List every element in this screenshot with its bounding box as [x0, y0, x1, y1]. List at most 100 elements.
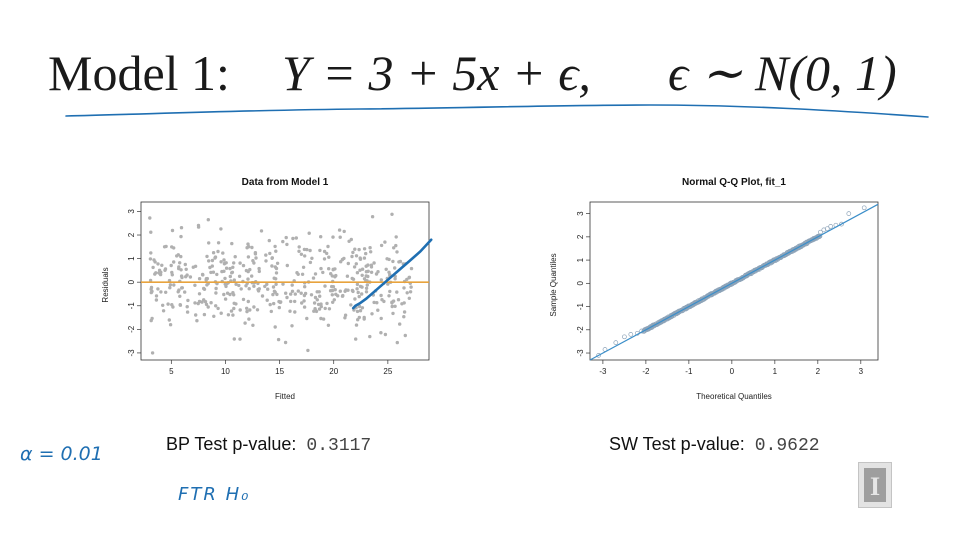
residual-point: [229, 309, 234, 313]
residual-point: [299, 252, 304, 256]
residual-point: [360, 267, 365, 271]
residual-point: [355, 282, 360, 287]
residual-point: [343, 316, 347, 320]
residual-point: [232, 278, 236, 282]
residual-point: [387, 270, 391, 274]
residual-point: [342, 229, 346, 234]
residual-point: [273, 325, 277, 329]
residual-point: [331, 267, 335, 271]
residual-point: [290, 283, 294, 287]
residual-point: [407, 276, 411, 280]
residual-point: [265, 282, 269, 286]
residual-point: [291, 236, 295, 241]
residual-point: [285, 295, 289, 300]
residual-point: [179, 234, 183, 239]
residual-point: [281, 282, 285, 286]
residual-point: [247, 287, 251, 291]
residual-point: [308, 260, 313, 265]
residual-point: [161, 303, 165, 307]
residual-point: [243, 321, 247, 325]
residual-point: [151, 265, 155, 270]
residual-point: [222, 292, 226, 297]
residual-point: [297, 249, 301, 253]
residual-point: [205, 254, 209, 259]
residual-point: [290, 324, 294, 328]
residual-point: [379, 316, 383, 321]
residual-point: [231, 265, 235, 269]
residual-point: [172, 283, 176, 287]
y-tick-label: 1: [576, 257, 585, 262]
qq-tail-point: [861, 205, 867, 211]
residual-point: [241, 263, 246, 268]
residual-point: [301, 265, 306, 269]
residual-point: [364, 286, 369, 290]
residual-point: [325, 251, 329, 256]
residual-point: [402, 286, 406, 290]
residual-point: [159, 270, 163, 274]
residual-point: [387, 257, 391, 262]
residual-point: [230, 241, 234, 246]
residual-point: [357, 304, 362, 309]
residual-point: [308, 248, 312, 253]
bp-test-value: 0.3117: [306, 436, 372, 456]
residual-point: [403, 333, 407, 338]
qq-tail-point: [622, 334, 627, 340]
title-prefix: Model 1:: [48, 45, 230, 101]
residual-point: [267, 238, 271, 243]
y-tick-label: 0: [576, 281, 585, 286]
residual-point: [238, 308, 242, 312]
residual-point: [374, 272, 379, 276]
residual-point: [396, 298, 401, 302]
residual-point: [333, 288, 337, 292]
x-tick-label: -3: [599, 367, 607, 376]
residual-point: [402, 315, 406, 319]
residual-point: [206, 305, 210, 309]
residual-point: [332, 298, 336, 302]
residual-point: [364, 290, 369, 294]
x-tick-label: 3: [859, 367, 864, 376]
residual-point: [302, 305, 307, 309]
residual-point: [194, 313, 198, 317]
residual-point: [398, 259, 403, 264]
residual-point: [355, 309, 360, 314]
residual-point: [351, 277, 356, 281]
residual-point: [193, 264, 198, 268]
residual-point: [170, 245, 174, 249]
residual-point: [356, 290, 360, 295]
residual-point: [221, 251, 225, 255]
residual-point: [160, 263, 164, 267]
residual-point: [150, 351, 155, 355]
residual-point: [353, 247, 357, 251]
residual-point: [334, 273, 338, 278]
qq-tail-point: [818, 229, 823, 235]
residual-point: [250, 274, 254, 278]
residual-point: [309, 293, 314, 297]
residual-point: [290, 289, 295, 293]
residual-point: [205, 276, 209, 281]
residual-point: [370, 312, 374, 316]
residual-point: [311, 276, 316, 280]
y-axis-label: Residuals: [101, 267, 110, 302]
residual-point: [154, 298, 159, 302]
residual-point: [387, 294, 391, 298]
residual-point: [268, 302, 272, 307]
qq-reference-line: [589, 203, 879, 361]
residual-point: [368, 334, 372, 339]
residual-point: [161, 309, 166, 313]
residual-point: [246, 255, 251, 259]
residual-point: [310, 256, 314, 260]
residual-point: [168, 323, 173, 327]
residual-point: [214, 286, 218, 291]
residual-point: [289, 299, 293, 304]
residual-point: [231, 313, 235, 317]
residual-point: [232, 261, 236, 265]
x-tick-label: 20: [329, 367, 338, 376]
residual-point: [250, 245, 254, 250]
qq-tail-point: [613, 340, 619, 345]
residual-point: [177, 288, 181, 292]
residual-point: [168, 283, 173, 287]
residual-point: [246, 242, 250, 246]
residual-point: [275, 292, 279, 297]
residual-point: [337, 228, 342, 232]
